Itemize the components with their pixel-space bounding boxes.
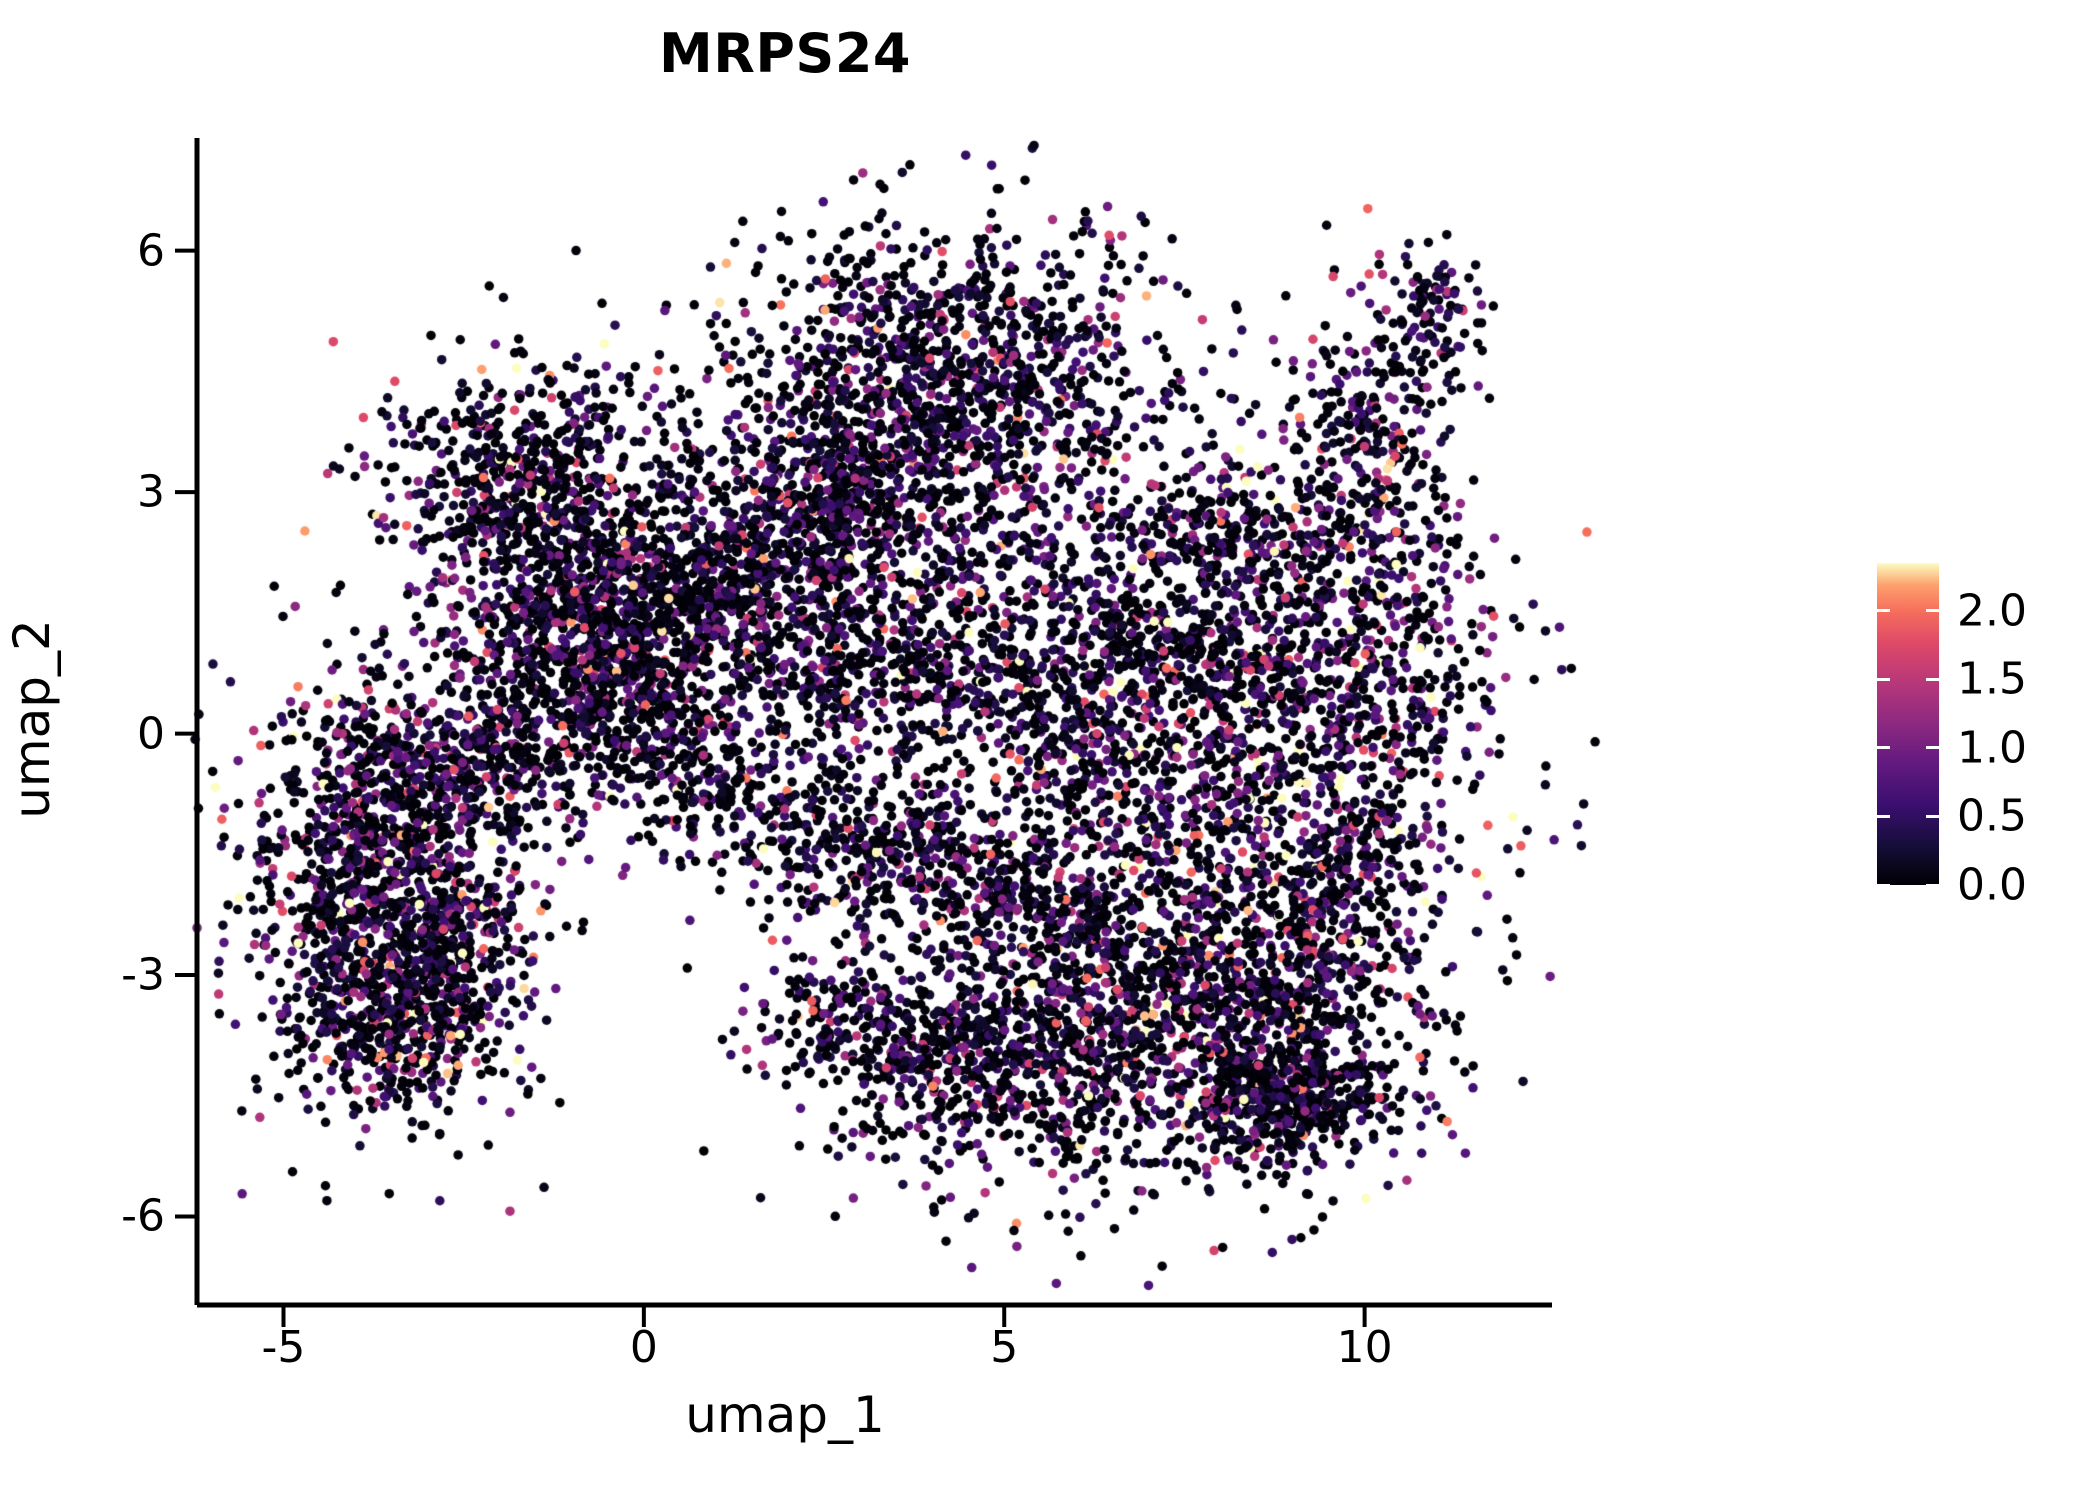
colorbar-tick-mark <box>1877 609 1890 613</box>
colorbar-tick-mark <box>1926 883 1939 887</box>
colorbar-tick-label: 0.0 <box>1957 859 2027 911</box>
x-tick-label: 0 <box>629 1322 658 1373</box>
y-tick-label: 3 <box>137 466 165 518</box>
colorbar-tick-mark <box>1926 677 1939 681</box>
colorbar-tick-mark <box>1926 746 1939 750</box>
colorbar-tick-mark <box>1877 677 1890 681</box>
colorbar-tick-mark <box>1877 814 1890 818</box>
y-tick-label: 0 <box>137 708 165 760</box>
x-axis-label: umap_1 <box>685 1386 885 1444</box>
colorbar-tick-mark <box>1926 814 1939 818</box>
colorbar-tick-label: 1.5 <box>1957 653 2027 705</box>
colorbar[interactable] <box>1877 563 1939 887</box>
colorbar-tick-mark <box>1926 609 1939 613</box>
x-tick-label: 10 <box>1336 1322 1393 1373</box>
y-axis-label: umap_2 <box>3 619 61 819</box>
x-tick-label: 5 <box>990 1322 1019 1373</box>
x-tick-label: -5 <box>261 1322 306 1373</box>
colorbar-tick-label: 1.0 <box>1957 722 2027 774</box>
colorbar-tick-label: 2.0 <box>1957 585 2027 637</box>
colorbar-tick-label: 0.5 <box>1957 790 2027 842</box>
y-tick-label: 6 <box>137 225 165 277</box>
colorbar-tick-mark <box>1877 746 1890 750</box>
colorbar-gradient <box>1877 563 1939 885</box>
colorbar-tick-mark <box>1877 883 1890 887</box>
y-tick-label: -3 <box>121 949 165 1001</box>
y-tick-label: -6 <box>121 1190 165 1242</box>
